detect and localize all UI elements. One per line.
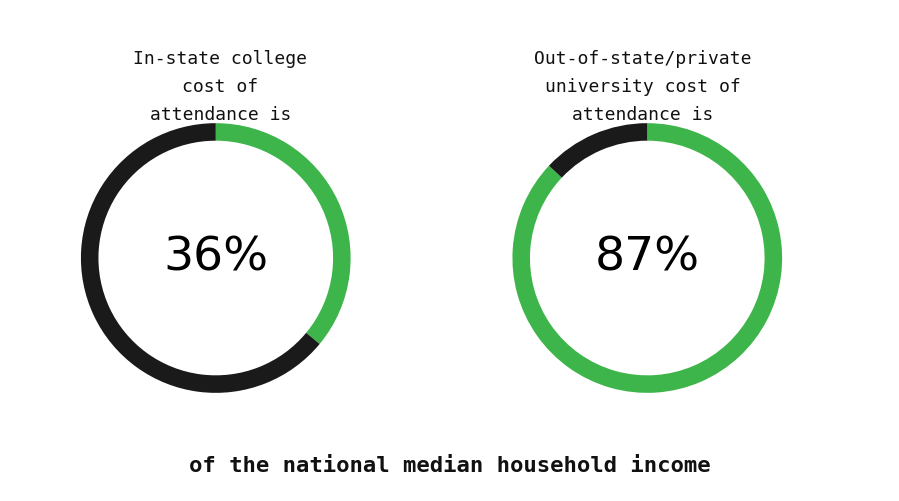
Text: Out-of-state/private
university cost of
attendance is: Out-of-state/private university cost of … [534, 50, 752, 124]
Text: 87%: 87% [595, 235, 699, 281]
Wedge shape [549, 123, 647, 178]
Text: 36%: 36% [164, 235, 268, 281]
Wedge shape [216, 123, 351, 344]
Wedge shape [512, 123, 782, 393]
Text: In-state college
cost of
attendance is: In-state college cost of attendance is [133, 50, 307, 124]
Text: of the national median household income: of the national median household income [189, 456, 710, 476]
Wedge shape [81, 123, 320, 393]
